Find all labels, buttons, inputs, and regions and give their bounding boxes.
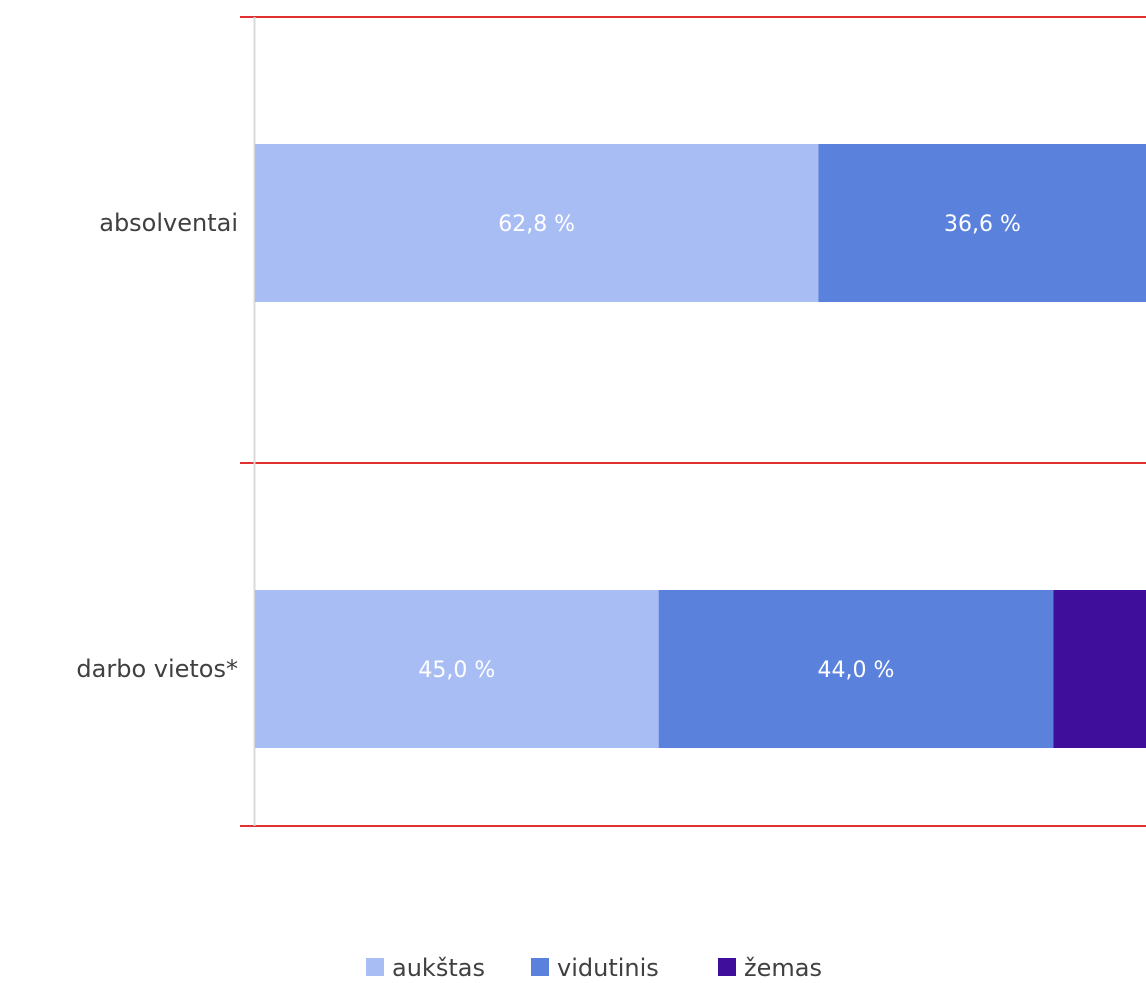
category-label: absolventai [99,209,238,237]
category-separators [240,16,1146,827]
bars-group: 62,8 % 36,6 % 45,0 % 44,0 % [255,144,1146,748]
bar-aukštas-1 [255,590,659,748]
data-label: 36,6 % [944,212,1021,237]
legend-swatch-2 [718,958,736,976]
legend: aukštas vidutinis žemas [366,954,822,982]
bar-vidutinis-0 [818,144,1146,302]
data-label: 45,0 % [418,658,495,683]
legend-label: vidutinis [557,954,659,982]
legend-swatch-0 [366,958,384,976]
bar-žemas-1 [1053,590,1146,748]
data-label: 44,0 % [818,658,895,683]
bar-aukštas-0 [255,144,819,302]
legend-label: aukštas [392,954,485,982]
bar-vidutinis-1 [658,590,1054,748]
category-labels: absolventai darbo vietos* [76,209,238,683]
legend-label: žemas [744,954,822,982]
legend-swatch-1 [531,958,549,976]
category-label: darbo vietos* [76,655,238,683]
data-label: 62,8 % [498,212,575,237]
